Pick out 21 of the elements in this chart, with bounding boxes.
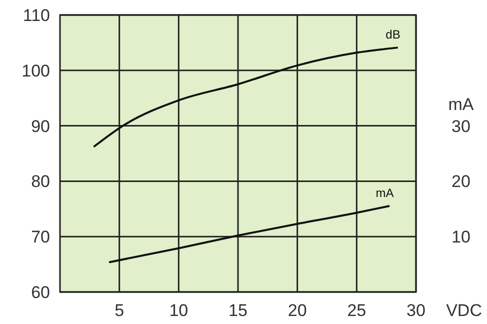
x-tick-label: 30 <box>406 301 426 320</box>
x-tick-label: 25 <box>347 301 366 320</box>
x-tick-label: 10 <box>169 301 188 320</box>
y2-tick-label: 10 <box>452 228 470 247</box>
y-tick-label: 80 <box>31 172 50 192</box>
y-tick-label: 60 <box>31 283 50 302</box>
y2-axis-title: mA <box>448 94 474 114</box>
y-tick-label: 70 <box>31 228 50 247</box>
y-tick-label: 100 <box>22 61 50 80</box>
y-tick-label: 110 <box>22 6 50 25</box>
line-series <box>108 205 390 264</box>
series-label: mA <box>376 186 394 200</box>
line-series <box>93 46 398 148</box>
y-tick-label: 90 <box>31 116 50 136</box>
x-tick-label: 5 <box>114 301 124 320</box>
x-tick-label: 15 <box>228 301 248 320</box>
y2-tick-label: 20 <box>452 172 470 192</box>
y2-tick-label: 30 <box>452 116 470 136</box>
series-label: dB <box>386 28 400 42</box>
x-tick-label: 20 <box>288 301 307 320</box>
x-axis-title: VDC <box>446 301 482 320</box>
